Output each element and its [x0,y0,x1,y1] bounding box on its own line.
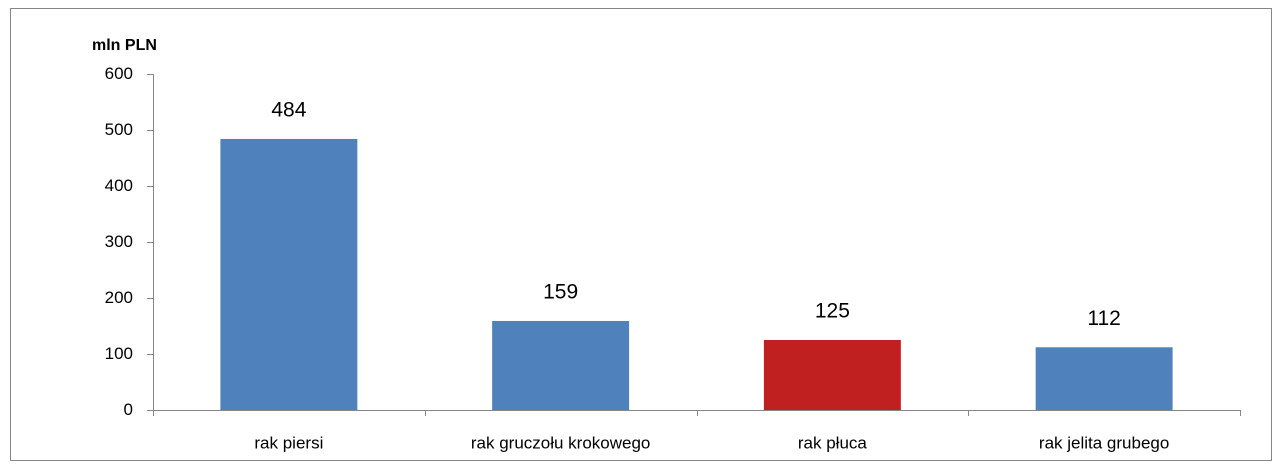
y-tick-label: 500 [105,120,133,139]
y-tick-label: 600 [105,64,133,83]
bar [1035,347,1173,410]
y-axis-label: mln PLN [92,37,157,54]
y-tick-label: 0 [124,400,133,419]
bar [492,320,630,410]
x-tick-label: rak gruczołu krokowego [471,433,651,452]
y-tick-label: 400 [105,176,133,195]
data-label: 484 [271,99,306,122]
y-tick-label: 200 [105,288,133,307]
x-tick-label: rak płuca [798,433,868,452]
bar [763,340,901,410]
data-label: 159 [543,281,578,304]
x-tick-label: rak jelita grubego [1039,433,1169,452]
data-label: 125 [815,300,850,323]
x-tick-label: rak piersi [254,433,323,452]
data-label: 112 [1087,307,1120,330]
y-tick-label: 300 [105,232,133,251]
y-tick-label: 100 [105,344,133,363]
bar [220,138,358,410]
